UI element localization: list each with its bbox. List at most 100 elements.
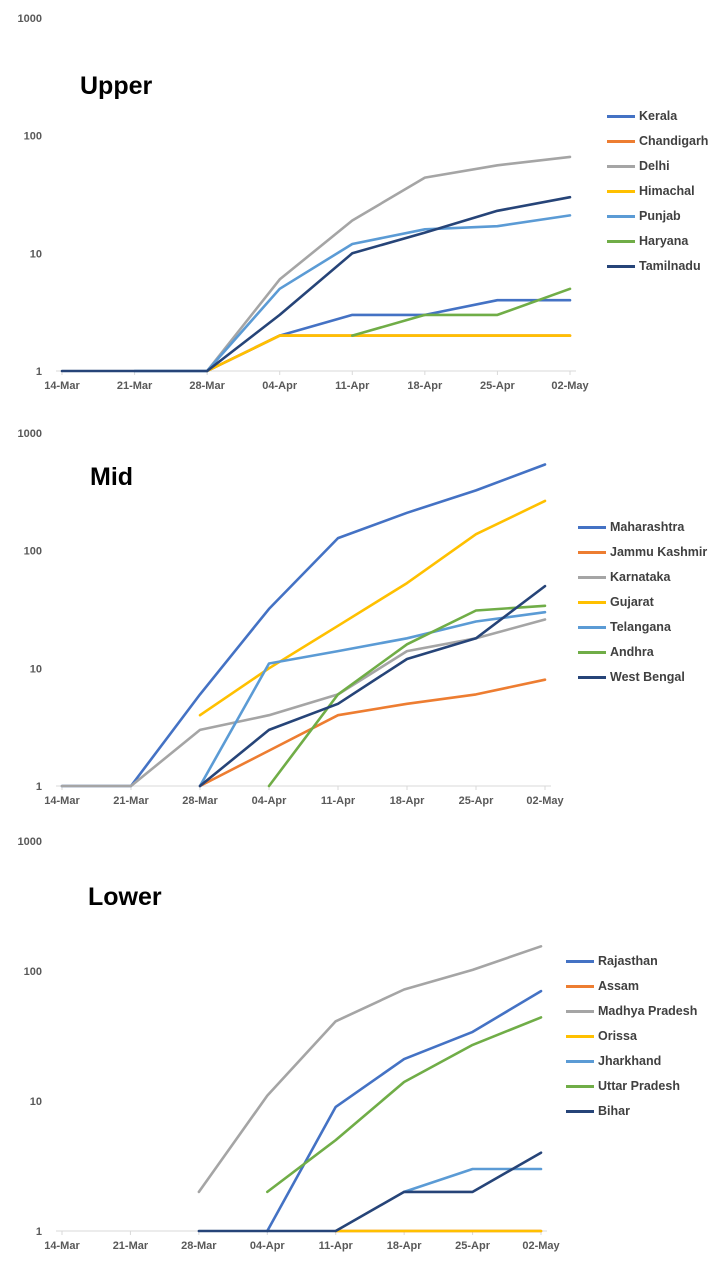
legend-lower: Rajasthan Assam Madhya Pradesh Orissa Jh…: [566, 953, 714, 1133]
legend-mid: Maharashtra Jammu Kashmir Karnataka Guja…: [578, 519, 714, 699]
x-tick-label: 21-Mar: [113, 795, 149, 807]
x-tick-label: 21-Mar: [113, 1240, 149, 1252]
legend-label: Bihar: [598, 1104, 630, 1118]
series-line-gujarat: [198, 499, 547, 717]
series-line-telangana: [198, 610, 547, 788]
legend-swatch: [607, 214, 635, 218]
legend-swatch: [566, 984, 594, 988]
x-tick-label: 04-Apr: [250, 1240, 286, 1252]
legend-item: Assam: [566, 978, 639, 994]
x-tick-label: 18-Apr: [390, 795, 426, 807]
legend-item: Maharashtra: [578, 519, 684, 535]
legend-label: Punjab: [639, 209, 681, 223]
series-line-bihar: [197, 1151, 543, 1233]
legend-item: Haryana: [607, 233, 688, 249]
x-tick-label: 28-Mar: [181, 1240, 217, 1252]
legend-swatch: [578, 675, 606, 679]
series-line-andhra: [267, 604, 547, 788]
legend-label: Orissa: [598, 1029, 637, 1043]
chart-plot-lower: 14-Mar 21-Mar 28-Mar 04-Apr 11-Apr 18-Apr 25-A…: [18, 836, 561, 1252]
chart-plot-mid: 14-Mar 21-Mar 28-Mar 04-Apr 11-Apr 18-Apr 25-A…: [18, 428, 565, 807]
x-tick-label: 14-Mar: [44, 795, 80, 807]
x-tick-label: 25-Apr: [480, 380, 516, 392]
legend-item: Orissa: [566, 1028, 637, 1044]
legend-swatch: [578, 650, 606, 654]
legend-item: Andhra: [578, 644, 654, 660]
legend-item: Bihar: [566, 1103, 630, 1119]
x-tick-label: 21-Mar: [117, 380, 153, 392]
legend-label: Kerala: [639, 109, 678, 123]
legend-label: Delhi: [639, 159, 670, 173]
chart-title-lower: Lower: [88, 883, 162, 911]
legend-swatch: [566, 1084, 594, 1088]
x-tick-label: 02-May: [522, 1240, 560, 1252]
series-line-karnataka: [60, 618, 547, 788]
legend-item: Karnataka: [578, 569, 670, 585]
series-line-maharashtra: [60, 463, 547, 788]
legend-swatch: [607, 189, 635, 193]
x-tick-label: 18-Apr: [407, 380, 443, 392]
x-tick-label: 14-Mar: [44, 1240, 80, 1252]
series-line-haryana: [351, 287, 572, 337]
series-line-tamilnadu: [60, 195, 572, 373]
series-line-rajasthan: [266, 989, 543, 1233]
series-line-jharkhand: [402, 1167, 543, 1194]
y-tick-label: 1: [36, 781, 42, 793]
legend-item: Rajasthan: [566, 953, 658, 969]
y-tick-label: 1: [36, 366, 42, 378]
legend-swatch: [566, 1109, 594, 1113]
series-line-punjab: [133, 214, 572, 373]
legend-swatch: [578, 575, 606, 579]
legend-swatch: [566, 959, 594, 963]
legend-item: Uttar Pradesh: [566, 1078, 680, 1094]
legend-swatch: [578, 550, 606, 554]
series-line-himachal: [205, 334, 572, 373]
legend-item: Gujarat: [578, 594, 654, 610]
x-tick-label: 02-May: [526, 795, 564, 807]
x-tick-label: 25-Apr: [459, 795, 495, 807]
x-tick-label: 28-Mar: [189, 380, 225, 392]
x-tick-label: 28-Mar: [182, 795, 218, 807]
legend-item: Kerala: [607, 108, 677, 124]
legend-label: West Bengal: [610, 670, 685, 684]
series-line-chandigarh: [205, 334, 572, 373]
series-line-jammu-kashmir: [198, 678, 547, 788]
y-tick-label: 10: [30, 248, 42, 260]
y-tick-label: 1000: [18, 13, 42, 25]
x-tick-label: 14-Mar: [44, 380, 80, 392]
x-tick-label: 25-Apr: [455, 1240, 491, 1252]
legend-item: Jammu Kashmir: [578, 544, 707, 560]
legend-label: Madhya Pradesh: [598, 1004, 698, 1018]
chart-panel-lower: 14-Mar 21-Mar 28-Mar 04-Apr 11-Apr 18-Apr 25-A…: [0, 830, 714, 1266]
chart-panel-mid: 14-Mar 21-Mar 28-Mar 04-Apr 11-Apr 18-Apr 25-A…: [0, 415, 714, 815]
legend-item: West Bengal: [578, 669, 685, 685]
x-tick-label: 11-Apr: [321, 795, 356, 807]
legend-label: Himachal: [639, 184, 695, 198]
legend-swatch: [566, 1059, 594, 1063]
y-tick-label: 100: [24, 966, 42, 978]
series-line-delhi: [205, 155, 572, 373]
chart-title-upper: Upper: [80, 72, 153, 100]
legend-swatch: [566, 1034, 594, 1038]
legend-label: Karnataka: [610, 570, 671, 584]
legend-item: Tamilnadu: [607, 258, 701, 274]
y-tick-label: 1000: [18, 428, 42, 440]
legend-item: Himachal: [607, 183, 695, 199]
x-tick-label: 02-May: [551, 380, 589, 392]
legend-swatch: [607, 164, 635, 168]
legend-swatch: [607, 139, 635, 143]
chart-plot-upper: 14-Mar 21-Mar 28-Mar 04-Apr 11-Apr 18-Apr 25-A…: [18, 13, 590, 392]
legend-label: Maharashtra: [610, 520, 685, 534]
legend-swatch: [566, 1009, 594, 1013]
legend-label: Andhra: [610, 645, 654, 659]
legend-label: Telangana: [610, 620, 671, 634]
legend-item: Delhi: [607, 158, 670, 174]
y-tick-label: 10: [30, 663, 42, 675]
legend-swatch: [607, 114, 635, 118]
series-line-madhya-pradesh: [197, 945, 543, 1194]
x-tick-label: 11-Apr: [335, 380, 370, 392]
series-line-west-bengal: [198, 584, 547, 788]
legend-label: Uttar Pradesh: [598, 1079, 680, 1093]
legend-label: Chandigarh: [639, 134, 709, 148]
legend-swatch: [578, 525, 606, 529]
